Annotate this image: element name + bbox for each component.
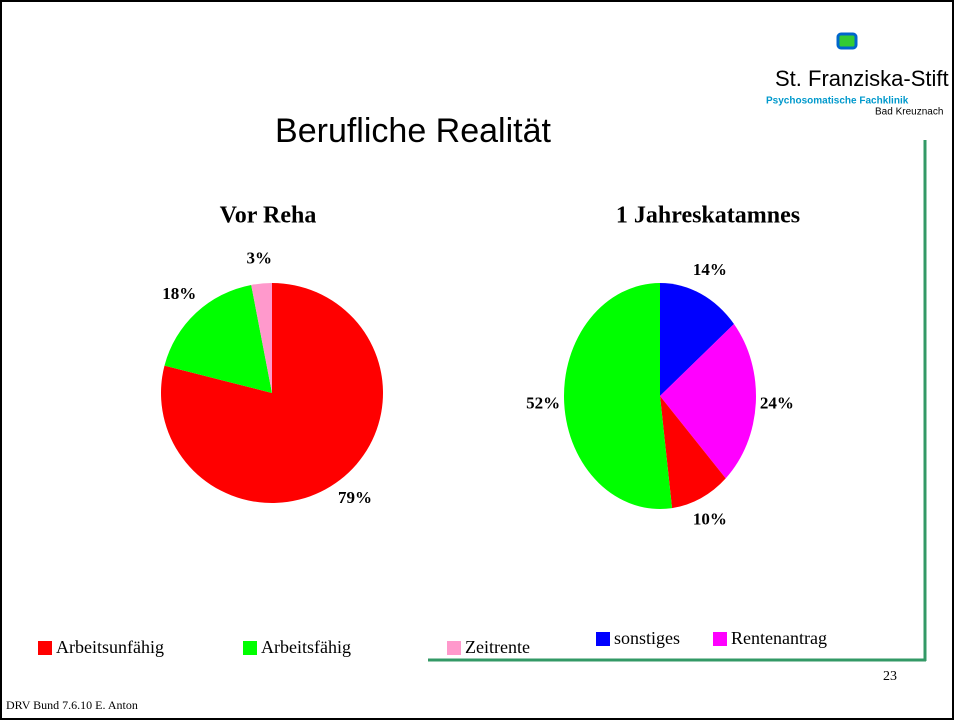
data-label: 52% — [526, 394, 560, 413]
slide-title: Berufliche Realität — [275, 112, 551, 150]
data-label: 79% — [338, 488, 372, 507]
legend-label: Zeitrente — [465, 637, 530, 657]
data-label: 3% — [247, 248, 273, 267]
legend-swatch — [596, 632, 610, 646]
data-label: 18% — [162, 284, 196, 303]
legend-swatch — [713, 632, 727, 646]
logo-place: Bad Kreuznach — [875, 107, 943, 118]
legend-label: Rentenantrag — [731, 628, 827, 648]
chart-title: 1 Jahreskatamnes — [616, 203, 800, 229]
data-label: 14% — [693, 260, 727, 279]
legend-label: Arbeitsfähig — [261, 637, 351, 657]
data-label: 10% — [693, 510, 727, 529]
pie-slice — [251, 283, 272, 393]
pie-slice — [164, 284, 272, 393]
logo: St. Franziska-Stift Psychosomatische Fac… — [766, 32, 949, 118]
logo-icon — [836, 32, 858, 50]
pie-slice — [660, 396, 726, 509]
legend-label: sonstiges — [614, 628, 680, 648]
logo-subtitle: Psychosomatische Fachklinik — [766, 96, 909, 107]
logo-name: St. Franziska-Stift — [775, 66, 949, 91]
page-number: 23 — [883, 669, 897, 684]
legend-swatch — [447, 641, 461, 655]
footer: DRV Bund 7.6.10 E. Anton — [6, 698, 138, 712]
legend-swatch — [38, 641, 52, 655]
pie-slice — [660, 283, 734, 396]
pie-slice — [660, 323, 756, 479]
pie-slice — [563, 283, 673, 509]
chart-title: Vor Reha — [220, 203, 317, 229]
legend-swatch — [243, 641, 257, 655]
data-label: 24% — [760, 394, 794, 413]
legend-label: Arbeitsunfähig — [56, 637, 164, 657]
